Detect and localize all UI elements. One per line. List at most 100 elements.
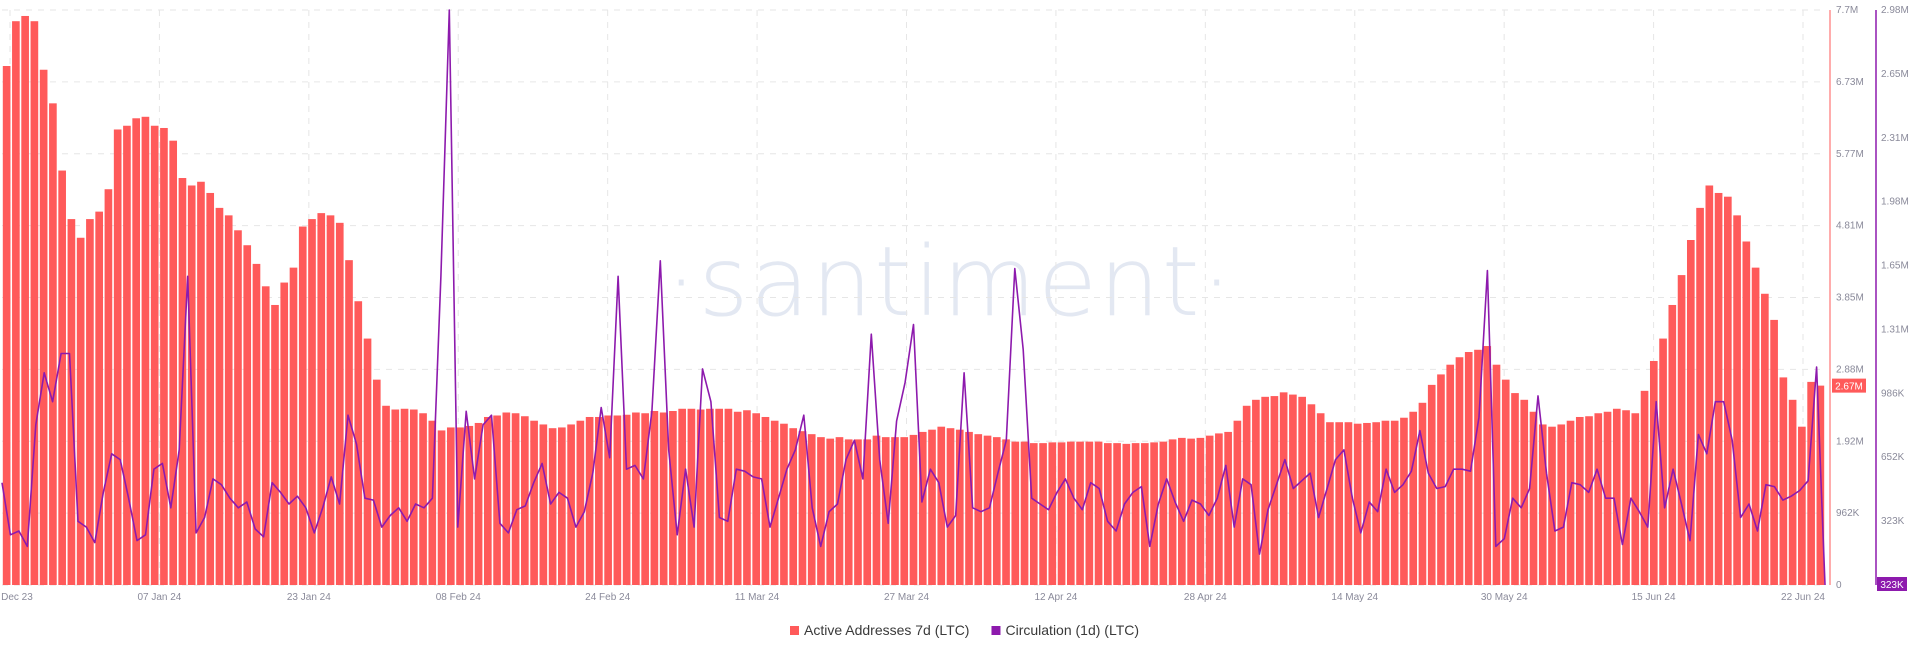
bar bbox=[1807, 381, 1815, 585]
legend-swatch bbox=[790, 626, 799, 635]
bar bbox=[12, 21, 20, 586]
bar bbox=[1076, 441, 1084, 585]
bar bbox=[243, 245, 252, 585]
left-tick-label: 5.77M bbox=[1836, 149, 1864, 160]
bar bbox=[715, 408, 723, 585]
bar bbox=[1353, 423, 1362, 585]
bar bbox=[363, 338, 372, 585]
bar bbox=[1196, 437, 1205, 585]
bar bbox=[835, 437, 844, 585]
bar bbox=[641, 413, 649, 585]
right-tick-label: 986K bbox=[1881, 388, 1905, 399]
bar bbox=[807, 434, 816, 585]
left-tick-label: 2.88M bbox=[1836, 364, 1864, 375]
bar bbox=[521, 416, 529, 585]
x-tick-label: 28 Apr 24 bbox=[1184, 592, 1227, 603]
x-tick-label: 14 May 24 bbox=[1331, 592, 1378, 603]
bar bbox=[909, 434, 918, 585]
bar bbox=[1511, 393, 1519, 585]
bar bbox=[345, 260, 353, 585]
santiment-watermark: ·santiment· bbox=[666, 226, 1234, 338]
bar bbox=[354, 301, 363, 585]
bar bbox=[1640, 390, 1649, 585]
bar bbox=[113, 129, 122, 585]
bar bbox=[39, 69, 48, 586]
bar bbox=[650, 411, 659, 585]
bar bbox=[1113, 443, 1121, 585]
bar bbox=[1520, 399, 1529, 585]
bar bbox=[1483, 346, 1492, 585]
x-tick-label: 11 Mar 24 bbox=[735, 592, 780, 603]
bar bbox=[585, 416, 594, 585]
bar bbox=[206, 192, 215, 586]
bar bbox=[1770, 319, 1778, 585]
right-tick-label: 2.98M bbox=[1881, 5, 1909, 16]
right-last-value-label: 323K bbox=[1880, 580, 1904, 591]
bar bbox=[1039, 443, 1047, 585]
bar bbox=[1104, 443, 1112, 585]
bar bbox=[1529, 411, 1538, 585]
bar bbox=[965, 431, 973, 585]
bar bbox=[789, 428, 798, 585]
bar bbox=[548, 428, 557, 585]
bar bbox=[1048, 442, 1057, 585]
bar bbox=[1751, 267, 1760, 585]
bar bbox=[465, 425, 474, 585]
bar bbox=[21, 15, 29, 586]
x-axis: 22 Dec 23 07 Jan 24 23 Jan 24 08 Feb 24 24 F… bbox=[0, 592, 1825, 603]
bar bbox=[30, 21, 39, 586]
bar bbox=[382, 405, 390, 585]
bar bbox=[1575, 416, 1584, 585]
bar bbox=[1418, 402, 1427, 585]
bar bbox=[1585, 416, 1593, 585]
bar bbox=[743, 410, 751, 585]
bar bbox=[252, 263, 261, 585]
bar bbox=[1761, 293, 1769, 585]
bar bbox=[1122, 443, 1131, 585]
right-tick-label: 1.98M bbox=[1881, 197, 1909, 208]
bar bbox=[86, 219, 94, 585]
bar bbox=[1002, 439, 1010, 585]
bar bbox=[1686, 240, 1695, 585]
bar bbox=[1501, 379, 1510, 585]
left-tick-label: 962K bbox=[1836, 508, 1860, 519]
bar bbox=[706, 408, 714, 585]
bar bbox=[419, 413, 427, 585]
bar bbox=[770, 420, 779, 585]
bar bbox=[428, 420, 437, 585]
bar bbox=[1427, 384, 1436, 585]
bar bbox=[1085, 441, 1094, 585]
x-tick-label: 22 Dec 23 bbox=[0, 592, 33, 603]
bar bbox=[992, 437, 1001, 585]
x-tick-label: 27 Mar 24 bbox=[884, 592, 929, 603]
legend-item[interactable]: Active Addresses 7d (LTC) bbox=[790, 622, 969, 638]
bar bbox=[1464, 352, 1473, 585]
bars-series bbox=[2, 15, 1825, 586]
bar bbox=[1242, 405, 1251, 585]
bar bbox=[1474, 349, 1482, 585]
bar bbox=[687, 408, 696, 585]
legend-item[interactable]: Circulation (1d) (LTC) bbox=[991, 622, 1139, 638]
left-axis: 0 962K 1.92M 2.88M 3.85M 4.81M 5.77M 6.73M 7.7M 2… bbox=[1829, 5, 1866, 591]
bar bbox=[1538, 424, 1547, 585]
line-series bbox=[1, 9, 1826, 586]
bar bbox=[798, 431, 807, 585]
x-tick-label: 15 Jun 24 bbox=[1632, 592, 1676, 603]
left-tick-label: 6.73M bbox=[1836, 77, 1864, 88]
bar bbox=[160, 127, 168, 586]
bar bbox=[95, 211, 103, 585]
bar bbox=[1566, 420, 1575, 585]
bar bbox=[1437, 374, 1445, 585]
bar bbox=[1492, 364, 1501, 585]
bar bbox=[872, 435, 881, 585]
bar bbox=[132, 118, 141, 585]
bar bbox=[326, 215, 335, 585]
bar bbox=[1612, 408, 1621, 585]
bar bbox=[197, 181, 205, 586]
bar bbox=[1409, 411, 1418, 585]
bar bbox=[1159, 441, 1168, 585]
bar bbox=[1020, 441, 1029, 585]
bar bbox=[493, 415, 501, 585]
bar bbox=[1011, 441, 1020, 585]
bar bbox=[1057, 442, 1066, 585]
